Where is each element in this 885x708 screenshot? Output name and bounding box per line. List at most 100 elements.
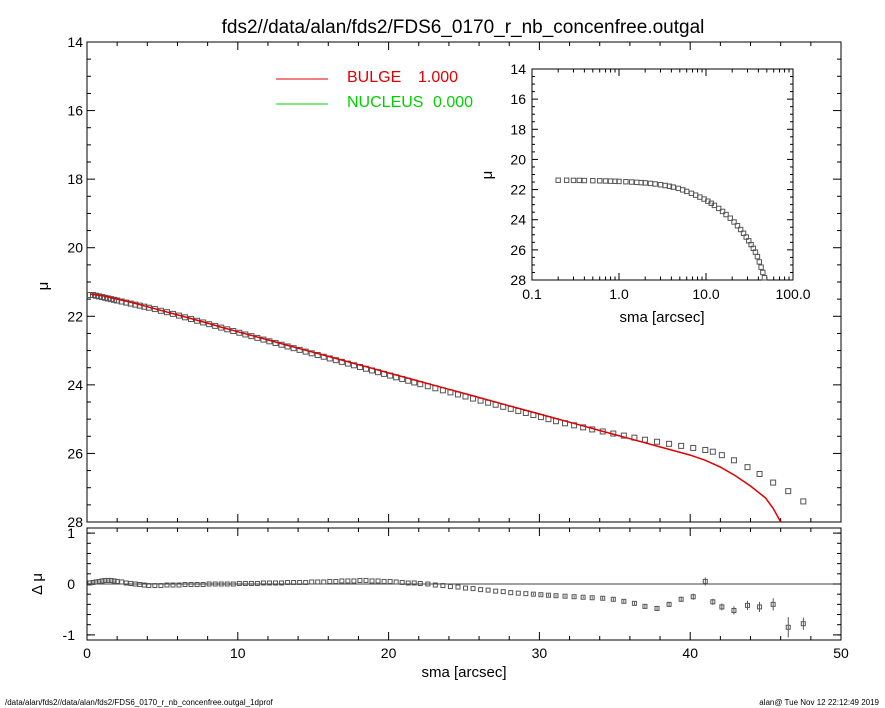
residual-data-point xyxy=(690,594,696,600)
residual-data-point xyxy=(176,582,182,588)
residual-data-points xyxy=(87,577,806,638)
residual-data-point xyxy=(562,593,568,599)
residual-data-point xyxy=(119,579,125,585)
inset-data-point xyxy=(731,219,737,225)
legend-bulge-name: BULGE xyxy=(347,69,401,86)
residual-data-point xyxy=(631,600,637,606)
residual-data-point xyxy=(260,580,266,586)
residual-data-point xyxy=(248,580,254,586)
residual-data-point xyxy=(571,594,577,600)
residual-data-point xyxy=(108,577,114,583)
inset-y-tick-label: 26 xyxy=(510,242,526,258)
residual-data-point xyxy=(87,580,93,586)
inset-data-point xyxy=(602,178,609,184)
residual-data-point xyxy=(345,578,351,584)
residual-data-point xyxy=(96,578,102,584)
residual-data-point xyxy=(463,585,469,591)
inset-data-point xyxy=(734,223,741,229)
residual-data-point xyxy=(702,578,708,584)
residual-data-point xyxy=(470,586,476,592)
inset-data-point xyxy=(754,253,761,260)
inset-data-point xyxy=(590,177,596,184)
inset-data-point xyxy=(670,184,676,190)
inset-data-point xyxy=(642,180,648,186)
residual-data-point xyxy=(141,582,147,588)
residual-data-point xyxy=(315,579,321,585)
residual-data-point xyxy=(678,596,684,602)
legend-nucleus-name: NUCLEUS xyxy=(347,94,423,111)
residual-data-point xyxy=(545,592,551,598)
main-data-point xyxy=(718,452,725,459)
inset-x-tick-label: 100.0 xyxy=(775,286,810,302)
inset-data-point xyxy=(737,226,744,233)
residual-data-point xyxy=(236,580,242,586)
residual-data-point xyxy=(411,580,417,586)
residual-data-point xyxy=(285,579,291,585)
residual-data-point xyxy=(538,592,544,598)
main-y-tick-label: 18 xyxy=(67,171,83,187)
inset-data-point xyxy=(570,177,577,184)
residual-data-point xyxy=(485,587,491,593)
main-data-point xyxy=(620,432,627,439)
main-data-point xyxy=(108,296,115,303)
inset-x-axis: 0.1 1.0 10.0 100.0 xyxy=(522,69,811,302)
main-data-point xyxy=(99,294,106,301)
main-data-point xyxy=(314,352,321,359)
residual-y-tick-label: 1 xyxy=(67,525,75,541)
main-data-point xyxy=(678,442,685,449)
inset-data-point xyxy=(596,178,603,184)
chart-title: fds2//data/alan/fds2/FDS6_0170_r_nb_conc… xyxy=(222,17,705,38)
main-data-point xyxy=(709,448,716,455)
residual-y-axis-label: Δ μ xyxy=(29,573,46,595)
main-data-point xyxy=(87,292,94,299)
residual-data-point xyxy=(297,579,303,585)
residual-data-point xyxy=(123,580,129,586)
residual-data-point xyxy=(303,579,309,585)
main-data-point xyxy=(326,355,333,362)
residual-y-tick-label: -1 xyxy=(63,627,76,643)
main-profile-plot: 14 16 18 20 22 24 26 28 μ BULGE 1.000 NUCLEUS 0… xyxy=(35,34,842,530)
inset-data-point xyxy=(719,208,726,215)
residual-data-point xyxy=(128,580,134,586)
residual-data-point xyxy=(478,587,484,593)
inset-x-tick-label: 0.1 xyxy=(522,286,542,302)
residual-data-point xyxy=(357,577,363,583)
residual-data-point xyxy=(654,605,660,611)
inset-data-point xyxy=(716,205,722,212)
residual-data-point xyxy=(387,578,393,584)
residual-data-point xyxy=(273,580,278,586)
residual-data-point xyxy=(170,582,176,588)
x-tick-label: 20 xyxy=(381,645,397,661)
main-data-point xyxy=(654,438,661,445)
residual-data-point xyxy=(363,577,369,583)
residual-data-point xyxy=(254,580,260,586)
residual-data-point xyxy=(731,607,737,613)
residual-data-point xyxy=(381,578,387,584)
main-data-point xyxy=(756,471,763,477)
inset-y-tick-label: 20 xyxy=(510,151,526,167)
residual-data-point xyxy=(206,581,212,587)
legend: BULGE 1.000 NUCLEUS 0.000 xyxy=(276,69,473,111)
residual-data-point xyxy=(90,579,96,585)
residual-data-point xyxy=(99,578,105,584)
main-data-point xyxy=(690,444,697,451)
residual-data-point xyxy=(610,596,616,602)
residual-data-point xyxy=(425,581,431,587)
main-y-tick-label: 28 xyxy=(67,514,83,530)
residual-data-point xyxy=(309,579,315,585)
residual-data-point xyxy=(212,581,218,587)
residual-data-point xyxy=(321,579,327,585)
main-data-point xyxy=(702,447,709,453)
residual-data-point xyxy=(447,584,453,590)
residual-data-point xyxy=(291,579,297,585)
residual-data-point xyxy=(589,595,595,601)
residual-data-point xyxy=(114,578,120,584)
residual-data-point xyxy=(523,591,529,597)
inset-y-tick-label: 24 xyxy=(510,212,526,228)
main-y-axis: 14 16 18 20 22 24 26 28 xyxy=(67,34,841,530)
x-tick-label: 10 xyxy=(230,645,246,661)
inset-y-tick-label: 22 xyxy=(510,182,526,198)
inset-data-point xyxy=(727,215,733,221)
residual-data-point xyxy=(719,604,725,610)
